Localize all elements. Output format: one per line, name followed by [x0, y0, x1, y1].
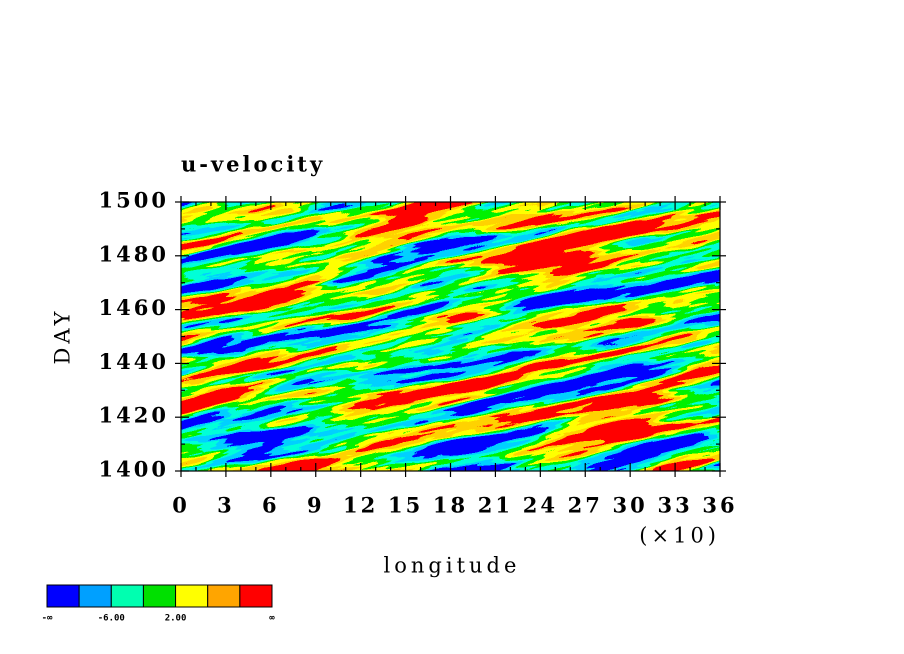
x-tick-label: 30 — [613, 493, 648, 518]
colorbar-box — [46, 584, 80, 608]
y-axis-label: DAY — [51, 307, 75, 364]
y-tick-label: 1480 — [99, 241, 169, 266]
x-tick-label: 15 — [388, 493, 423, 518]
y-tick-label: 1420 — [99, 403, 169, 428]
contour-field — [181, 202, 720, 471]
x-tick-label: 9 — [307, 493, 325, 518]
chart-title: u-velocity — [181, 152, 325, 177]
y-tick-label: 1460 — [99, 295, 169, 320]
x-tick-label: 6 — [262, 493, 280, 518]
x-tick-label: 18 — [433, 493, 468, 518]
colorbar-label: -6.00 — [98, 614, 125, 624]
x-tick-label: 33 — [657, 493, 692, 518]
colorbar-box — [175, 584, 209, 608]
colorbar-label: -∞ — [42, 614, 53, 624]
colorbar-box — [207, 584, 241, 608]
colorbar-box — [239, 584, 273, 608]
colorbar-label: 2.00 — [165, 614, 187, 624]
colorbar-box — [142, 584, 177, 608]
y-tick-label: 1400 — [99, 457, 169, 482]
x-tick-label: 27 — [568, 493, 603, 518]
colorbar-label: ∞ — [269, 614, 275, 624]
x-tick-label: 12 — [343, 493, 378, 518]
x-tick-label: 21 — [478, 493, 513, 518]
x-axis-label: longitude — [384, 554, 521, 578]
x-tick-label: 3 — [217, 493, 235, 518]
x-multiplier: (×10) — [639, 524, 720, 548]
y-tick-label: 1440 — [99, 349, 169, 374]
x-tick-label: 36 — [702, 493, 737, 518]
y-tick-label: 1500 — [99, 188, 169, 213]
x-tick-label: 0 — [172, 493, 190, 518]
colorbar-box — [78, 584, 112, 608]
colorbar-box — [110, 584, 144, 608]
x-tick-label: 24 — [523, 493, 558, 518]
